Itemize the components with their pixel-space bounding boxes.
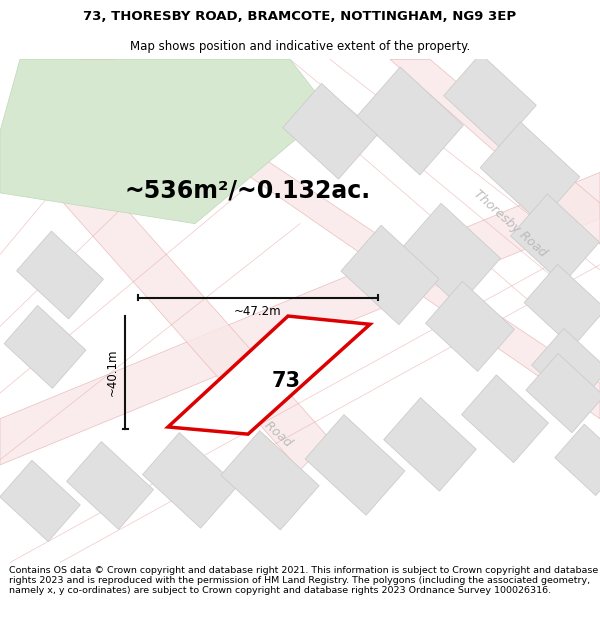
Polygon shape [356, 67, 463, 175]
Polygon shape [384, 398, 476, 491]
Polygon shape [0, 101, 330, 470]
Polygon shape [526, 354, 600, 432]
Polygon shape [390, 59, 600, 244]
Polygon shape [532, 329, 600, 406]
Polygon shape [444, 54, 536, 148]
Polygon shape [168, 316, 370, 434]
Polygon shape [80, 59, 600, 419]
Text: 73: 73 [272, 371, 301, 391]
Text: Thoresby Road: Thoresby Road [216, 378, 294, 450]
Text: ~47.2m: ~47.2m [234, 306, 282, 319]
Text: Thoresby Road: Thoresby Road [471, 188, 549, 260]
Polygon shape [0, 59, 330, 224]
Text: 73, THORESBY ROAD, BRAMCOTE, NOTTINGHAM, NG9 3EP: 73, THORESBY ROAD, BRAMCOTE, NOTTINGHAM,… [83, 10, 517, 23]
Polygon shape [425, 281, 514, 371]
Polygon shape [17, 231, 103, 319]
Polygon shape [341, 226, 439, 324]
Polygon shape [0, 173, 600, 465]
Polygon shape [400, 203, 500, 306]
Polygon shape [67, 442, 154, 529]
Polygon shape [221, 431, 319, 530]
Polygon shape [555, 424, 600, 496]
Polygon shape [511, 194, 599, 284]
Polygon shape [4, 306, 86, 388]
Text: ~536m²/~0.132ac.: ~536m²/~0.132ac. [125, 179, 371, 202]
Text: Map shows position and indicative extent of the property.: Map shows position and indicative extent… [130, 40, 470, 52]
Polygon shape [143, 432, 238, 528]
Text: Contains OS data © Crown copyright and database right 2021. This information is : Contains OS data © Crown copyright and d… [9, 566, 598, 596]
Polygon shape [461, 375, 548, 462]
Polygon shape [0, 460, 80, 541]
Text: ~40.1m: ~40.1m [106, 349, 119, 396]
Polygon shape [283, 83, 377, 179]
Polygon shape [305, 414, 405, 515]
Polygon shape [524, 264, 600, 348]
Polygon shape [480, 122, 580, 222]
